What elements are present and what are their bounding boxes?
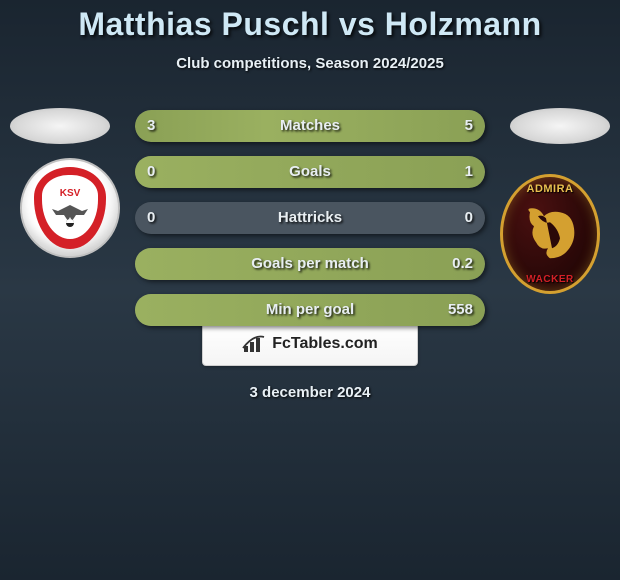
infographic-root: Matthias Puschl vs Holzmann Club competi… [0, 0, 620, 401]
stat-value-left: 0 [147, 202, 155, 234]
stat-value-right: 0.2 [452, 248, 473, 280]
subtitle: Club competitions, Season 2024/2025 [0, 55, 620, 72]
stat-value-right: 1 [465, 156, 473, 188]
club-badge-right: ADMIRA WACKER [500, 174, 600, 294]
stat-row: Goals per match0.2 [135, 248, 485, 280]
stat-row: Matches3 5 [135, 110, 485, 142]
griffin-icon [520, 204, 580, 266]
date-text: 3 december 2024 [0, 384, 620, 401]
stat-label: Hattricks [135, 202, 485, 234]
player-photo-left-placeholder [10, 108, 110, 144]
stat-label: Goals [135, 156, 485, 188]
club-badge-left: KSV [20, 158, 120, 258]
admira-badge-bottom-text: WACKER [503, 274, 597, 285]
stat-value-right: 558 [448, 294, 473, 326]
stat-row: Min per goal558 [135, 294, 485, 326]
eagle-icon [50, 201, 90, 227]
stat-value-right: 5 [465, 110, 473, 142]
stat-row: Hattricks0 0 [135, 202, 485, 234]
stat-label: Min per goal [135, 294, 485, 326]
stat-value-right: 0 [465, 202, 473, 234]
stat-label: Goals per match [135, 248, 485, 280]
stat-bars: Matches35Goals01Hattricks00Goals per mat… [135, 110, 485, 340]
stat-row: Goals0 1 [135, 156, 485, 188]
ksv-shield-icon: KSV [34, 167, 106, 249]
ksv-badge-text: KSV [60, 188, 81, 199]
stat-value-left: 0 [147, 156, 155, 188]
stat-label: Matches [135, 110, 485, 142]
title: Matthias Puschl vs Holzmann [0, 6, 620, 43]
player-photo-right-placeholder [510, 108, 610, 144]
admira-badge-top-text: ADMIRA [503, 183, 597, 195]
stat-value-left: 3 [147, 110, 155, 142]
